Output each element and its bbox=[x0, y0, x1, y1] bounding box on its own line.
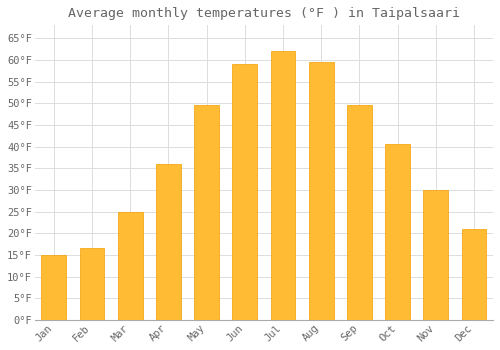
Bar bbox=[118, 212, 142, 320]
Bar bbox=[42, 255, 66, 320]
Bar bbox=[462, 229, 486, 320]
Bar bbox=[232, 64, 257, 320]
Bar bbox=[194, 105, 219, 320]
Bar bbox=[309, 62, 334, 320]
Bar bbox=[80, 248, 104, 320]
Bar bbox=[270, 51, 295, 320]
Bar bbox=[424, 190, 448, 320]
Title: Average monthly temperatures (°F ) in Taipalsaari: Average monthly temperatures (°F ) in Ta… bbox=[68, 7, 460, 20]
Bar bbox=[347, 105, 372, 320]
Bar bbox=[385, 145, 410, 320]
Bar bbox=[156, 164, 181, 320]
